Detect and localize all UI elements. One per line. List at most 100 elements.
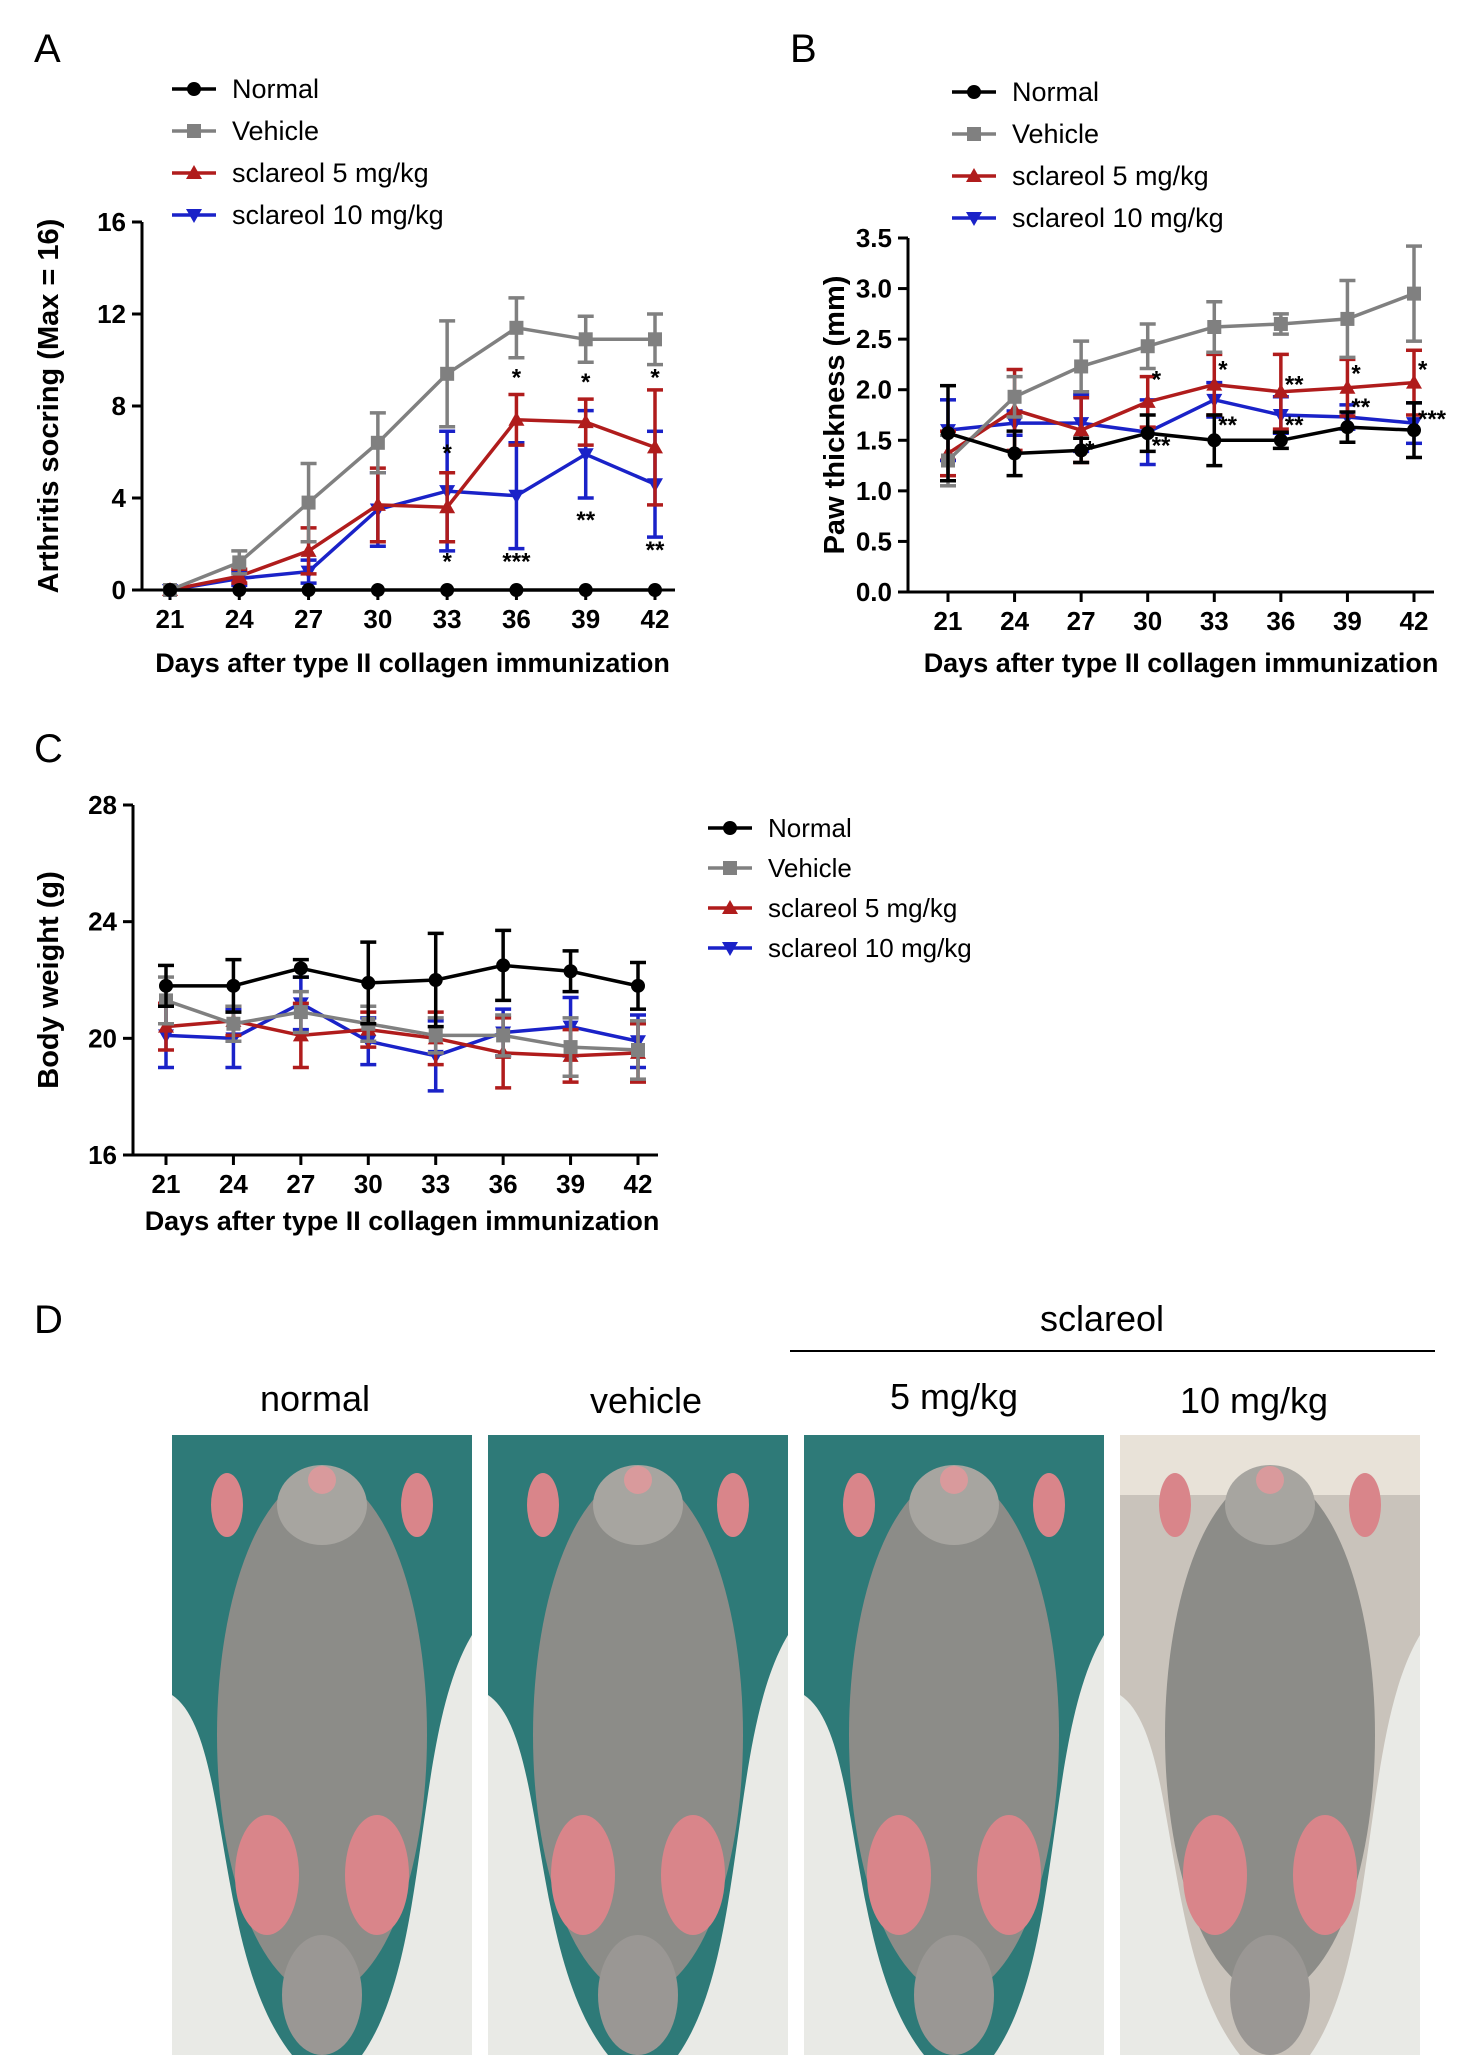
mouse-paw [551, 1815, 615, 1935]
data-point-vehicle [1074, 359, 1089, 374]
glove-left [804, 1695, 924, 2055]
data-point-normal [509, 583, 524, 597]
data-point-normal [293, 961, 308, 976]
series-line-s5 [947, 380, 1415, 455]
mouse-paw [1033, 1473, 1065, 1537]
series-vehicle [163, 296, 663, 597]
y-tick-label: 24 [88, 907, 117, 937]
y-tick-label: 1.5 [856, 425, 892, 455]
legend-label-normal: Normal [1012, 77, 1099, 107]
x-tick-label: 42 [1400, 606, 1429, 636]
data-point-normal [361, 975, 376, 990]
data-point-normal [631, 978, 645, 993]
sclareol-group-label: sclareol [1040, 1298, 1165, 1339]
legend-marker-s10 [186, 209, 202, 223]
significance-mark: ** [1152, 432, 1171, 459]
data-point-vehicle [440, 366, 455, 381]
series-line-s10 [165, 1001, 639, 1058]
x-axis-label: Days after type II collagen immunization [924, 648, 1439, 678]
significance-mark: ** [576, 507, 595, 534]
mouse-photo-drawing [488, 1435, 788, 2055]
data-point-normal [370, 583, 385, 597]
legend: Normal Vehicle sclareol 5 mg/kg sclareol 10… [708, 813, 972, 963]
series-vehicle [158, 975, 646, 1081]
data-point-normal [648, 583, 662, 597]
mouse-tail-base [598, 1935, 678, 2055]
x-tick-label: 39 [556, 1169, 585, 1199]
data-point-vehicle [1207, 320, 1222, 335]
data-point-normal [496, 958, 511, 973]
data-point-normal [301, 583, 316, 597]
significance-mark: * [1085, 436, 1095, 463]
series-line-vehicle [946, 291, 1415, 462]
x-tick-label: 27 [286, 1169, 315, 1199]
y-axis-label: Arthritis socring (Max = 16) [33, 219, 65, 594]
x-tick-label: 21 [934, 606, 963, 636]
mouse-nose [1256, 1466, 1284, 1494]
y-tick-label: 2.0 [856, 375, 892, 405]
chart-c: C 16 20 24 28 21 24 27 30 33 36 39 42 Days after type… [33, 727, 972, 1236]
series-vehicle [940, 244, 1422, 488]
y-tick-label: 16 [88, 1140, 117, 1170]
mouse-paw [977, 1815, 1041, 1935]
significance-mark: * [1418, 357, 1428, 384]
chart-b: B 0.0 0.5 1.0 1.5 2.0 2.5 3.0 3.5 21 24 27 30 33 36 39 4… [790, 27, 1447, 678]
mouse-photo-drawing [1120, 1435, 1420, 2055]
legend-label-normal: Normal [768, 813, 852, 843]
data-point-normal [428, 973, 443, 987]
data-point-vehicle [509, 320, 524, 335]
legend-label-normal: Normal [232, 74, 319, 104]
mouse-tail-base [914, 1935, 994, 2055]
y-tick-label: 0 [112, 575, 126, 605]
data-point-s5 [1272, 383, 1289, 398]
glove-left [488, 1695, 608, 2055]
y-tick-label: 8 [112, 391, 126, 421]
y-tick-label: 20 [88, 1023, 117, 1053]
data-point-normal [563, 964, 578, 979]
panel-label-a: A [34, 27, 61, 71]
series-line-vehicle [169, 325, 655, 592]
data-point-vehicle [226, 1016, 241, 1031]
x-tick-label: 42 [641, 604, 670, 634]
mouse-paw [1349, 1473, 1381, 1537]
x-tick-label: 27 [294, 604, 323, 634]
legend-marker-vehicle [187, 124, 201, 138]
series-line-vehicle [165, 998, 639, 1052]
significance-mark: *** [1418, 406, 1447, 433]
series-line-s10 [947, 397, 1415, 434]
data-point-s5 [369, 496, 386, 511]
significance-mark: * [442, 548, 452, 575]
data-point-normal [1273, 433, 1288, 448]
data-point-vehicle [1140, 339, 1155, 354]
data-point-s5 [1206, 376, 1223, 391]
data-point-normal [1074, 443, 1089, 458]
significance-mark: ** [1218, 412, 1237, 439]
chart-a: A 0 4 8 12 16 21 24 27 30 33 36 39 42 Days after type … [33, 27, 675, 678]
legend: Normal Vehicle sclareol 5 mg/kg sclareol 10… [952, 77, 1224, 233]
data-point-vehicle [232, 555, 247, 570]
data-point-vehicle [301, 495, 316, 510]
significance-mark: ** [1285, 372, 1304, 399]
series-line-s5 [169, 418, 656, 592]
data-point-vehicle [631, 1043, 645, 1057]
significance-mark: * [512, 364, 522, 391]
mouse-paw [527, 1473, 559, 1537]
x-tick-label: 36 [489, 1169, 518, 1199]
y-tick-label: 16 [97, 207, 126, 237]
mouse-head [1225, 1465, 1315, 1545]
mouse-paw [843, 1473, 875, 1537]
mouse-paw [1293, 1815, 1357, 1935]
data-point-s5 [292, 1027, 309, 1042]
data-point-normal [1407, 423, 1421, 438]
significance-mark: * [442, 440, 452, 467]
photo-label-5mg: 5 mg/kg [890, 1376, 1019, 1417]
data-point-vehicle [370, 435, 385, 450]
mouse-tail-base [1230, 1935, 1310, 2055]
mouse-photo-3 [804, 1435, 1104, 2055]
mouse-nose [624, 1466, 652, 1494]
significance-mark: * [581, 369, 591, 396]
data-point-normal [159, 978, 173, 993]
panel-label-b: B [790, 27, 817, 71]
x-tick-label: 39 [1333, 606, 1362, 636]
x-tick-label: 30 [363, 604, 392, 634]
